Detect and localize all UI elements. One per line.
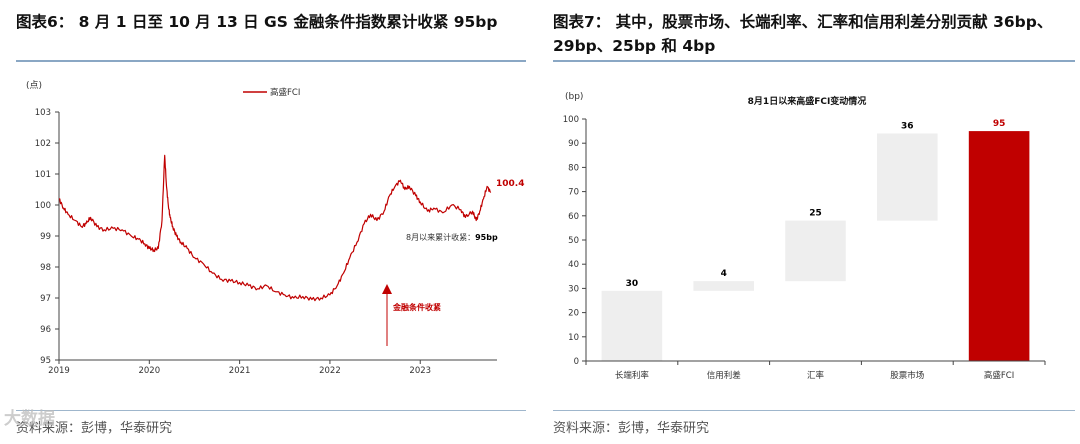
x-tick-label: 2020	[138, 366, 160, 376]
y-tick-label: 100	[563, 115, 579, 125]
y-tick-label: 50	[568, 236, 579, 246]
watermark: 大数据	[4, 409, 55, 429]
category-label: 高盛FCI	[984, 370, 1014, 381]
y-tick-label: 60	[568, 212, 579, 222]
bar-value-label: 4	[721, 269, 727, 279]
y-tick-label: 0	[574, 357, 579, 367]
right-figure-title: 图表7： 其中，股票市场、长端利率、汇率和信用利差分别贡献 36bp、29bp、…	[553, 13, 1053, 55]
bar-value-label: 30	[626, 279, 639, 289]
y-tick-label: 95	[40, 356, 51, 366]
x-tick-label: 2022	[319, 366, 341, 376]
left-title-rule	[16, 60, 526, 62]
y-axis-unit: (点)	[26, 80, 42, 91]
x-tick-label: 2023	[409, 366, 431, 376]
chart-title: 8月1日以来高盛FCI变动情况	[748, 95, 867, 107]
waterfall-chart: (bp) 8月1日以来高盛FCI变动情况 0 10 20 30 40 50 60 70 80 90…	[563, 92, 1046, 381]
waterfall-bar	[693, 281, 754, 291]
y-tick-label: 30	[568, 284, 579, 294]
y-tick-label: 102	[35, 139, 51, 149]
y-tick-label: 98	[40, 263, 51, 273]
category-label: 股票市场	[890, 370, 924, 381]
left-source: 资料来源：彭博，华泰研究	[16, 421, 173, 436]
waterfall-bar	[968, 131, 1030, 361]
legend-label: 高盛FCI	[270, 87, 300, 98]
arrow-label: 金融条件收紧	[392, 302, 441, 312]
waterfall-bar	[877, 133, 938, 221]
y-tick-label: 97	[40, 294, 51, 304]
category-label: 长端利率	[615, 370, 650, 381]
y-tick-label: 96	[40, 325, 51, 335]
y-tick-label: 20	[568, 309, 579, 319]
y-tick-label: 100	[35, 201, 51, 211]
waterfall-bar	[785, 220, 846, 282]
y-tick-label: 90	[568, 139, 579, 149]
right-figure-panel: 图表7： 其中，股票市场、长端利率、汇率和信用利差分别贡献 36bp、29bp、…	[553, 0, 1080, 444]
period-annotation: 8月以来累计收紧：95bp	[406, 232, 498, 242]
left-figure-title: 图表6： 8 月 1 日至 10 月 13 日 GS 金融条件指数累计收紧 95…	[16, 13, 498, 31]
line-chart: (点) 95 96 97 98 99 100 101 102 103 2019 2020 2021 2…	[26, 80, 524, 376]
left-figure-panel: 图表6： 8 月 1 日至 10 月 13 日 GS 金融条件指数累计收紧 95…	[0, 0, 528, 444]
left-source-rule	[16, 410, 526, 411]
bar-value-label: 25	[809, 209, 822, 219]
x-tick-label: 2021	[229, 366, 251, 376]
end-value-label: 100.4	[496, 179, 524, 189]
bar-value-label: 36	[901, 122, 914, 132]
y-tick-label: 80	[568, 163, 579, 173]
right-source-rule	[553, 410, 1075, 411]
y-tick-label: 10	[568, 333, 579, 343]
waterfall-bar	[601, 290, 663, 361]
y-tick-label: 70	[568, 188, 579, 198]
category-label: 汇率	[807, 370, 825, 381]
y-tick-label: 99	[40, 232, 51, 242]
y-tick-label: 103	[35, 108, 51, 118]
y-axis-unit: (bp)	[565, 92, 583, 102]
tightening-arrow-head	[382, 284, 392, 294]
right-title-rule	[553, 60, 1075, 62]
right-source: 资料来源：彭博，华泰研究	[553, 421, 710, 436]
fci-series-line	[58, 154, 492, 302]
category-label: 信用利差	[707, 370, 741, 381]
bar-value-label: 95	[993, 119, 1006, 129]
y-tick-label: 40	[568, 260, 579, 270]
y-tick-label: 101	[35, 170, 51, 180]
x-tick-label: 2019	[48, 366, 70, 376]
